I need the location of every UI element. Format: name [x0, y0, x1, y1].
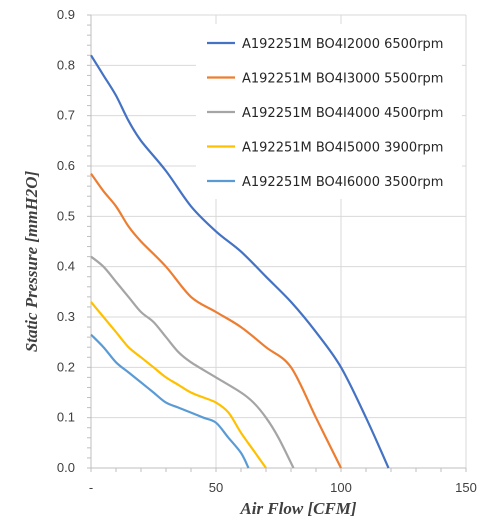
series-line-1 — [90, 54, 390, 469]
y-tick-label: 0.2 — [57, 359, 75, 374]
legend: A192251M BO4I2000 6500rpm A192251M BO4I30… — [196, 24, 462, 199]
x-tick-label: 50 — [209, 480, 223, 495]
y-tick-label: 0.5 — [57, 208, 75, 223]
legend-label-1: A192251M BO4I2000 6500rpm — [242, 37, 443, 52]
y-tick-label: 0.3 — [57, 309, 75, 324]
legend-label-3: A192251M BO4I4000 4500rpm — [242, 106, 443, 121]
series-line-4 — [90, 301, 267, 469]
legend-label-2: A192251M BO4I3000 5500rpm — [242, 72, 443, 87]
series-lines — [90, 54, 390, 469]
axes: 0.0 0.1 0.2 0.3 0.4 0.5 0.6 0.7 0.8 0.9 - 50 100 150 — [57, 7, 477, 495]
x-tick-label: - — [89, 480, 93, 495]
y-tick-label: 0.1 — [57, 410, 75, 425]
legend-label-4: A192251M BO4I5000 3900rpm — [242, 141, 443, 156]
y-tick-label: 0.8 — [57, 57, 75, 72]
x-axis-title: Air Flow [CFM] — [239, 499, 357, 518]
y-tick-label: 0.0 — [57, 460, 75, 475]
y-tick-label: 0.9 — [57, 7, 75, 22]
y-tick-label: 0.7 — [57, 108, 75, 123]
series-line-3 — [90, 255, 295, 469]
gridlines — [91, 14, 467, 468]
legend-label-5: A192251M BO4I6000 3500rpm — [242, 175, 443, 190]
y-tick-label: 0.4 — [57, 259, 75, 274]
x-tick-label: 100 — [330, 480, 352, 495]
series-line-5 — [90, 333, 250, 469]
y-tick-label: 0.6 — [57, 158, 75, 173]
legend-box — [196, 24, 462, 199]
x-tick-label: 150 — [455, 480, 477, 495]
series-line-2 — [90, 172, 342, 469]
y-axis-title: Static Pressure [mmH2O] — [22, 171, 41, 353]
